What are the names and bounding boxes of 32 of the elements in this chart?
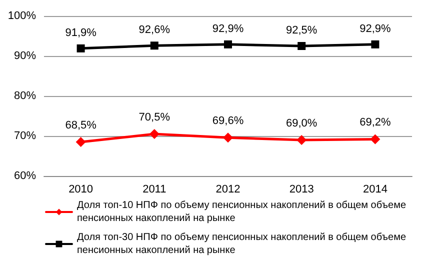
y-tick-label: 70%: [14, 130, 36, 142]
data-label: 92,5%: [286, 24, 318, 36]
data-label: 92,6%: [138, 24, 170, 36]
y-tick-label: 100%: [8, 10, 36, 22]
point: [224, 40, 232, 48]
y-tick-label: 80%: [14, 90, 36, 102]
data-label: 70,5%: [138, 112, 170, 124]
legend-label: Доля топ-30 НПФ по объему пенсионных накоплений в общем объеме пенсионных накоплений на рынке: [77, 232, 409, 256]
data-label: 92,9%: [212, 22, 244, 35]
point: [76, 137, 86, 147]
data-label: 69,2%: [360, 116, 392, 129]
point: [371, 40, 380, 48]
data-label: 68,5%: [65, 120, 97, 132]
point: [370, 134, 380, 144]
y-tick-label: 60%: [14, 170, 36, 182]
y-tick-label: 90%: [14, 50, 36, 62]
x-tick-label: 2014: [362, 184, 388, 196]
data-label: 69,0%: [286, 118, 318, 130]
point: [149, 129, 160, 139]
x-tick-label: 2010: [68, 184, 94, 196]
point: [223, 132, 233, 143]
data-label: 92,9%: [360, 22, 392, 35]
point: [150, 42, 158, 50]
point: [296, 135, 307, 145]
legend-label: Доля топ-10 НПФ по объему пенсионных накоплений в общем объеме пенсионных накоплений на рынке: [77, 200, 409, 224]
x-tick-label: 2012: [216, 184, 240, 196]
point: [298, 42, 306, 50]
data-label: 91,9%: [65, 26, 97, 39]
x-tick-label: 2013: [289, 184, 314, 196]
x-tick-label: 2011: [142, 184, 166, 196]
data-label: 69,6%: [212, 115, 244, 128]
point: [76, 44, 85, 52]
